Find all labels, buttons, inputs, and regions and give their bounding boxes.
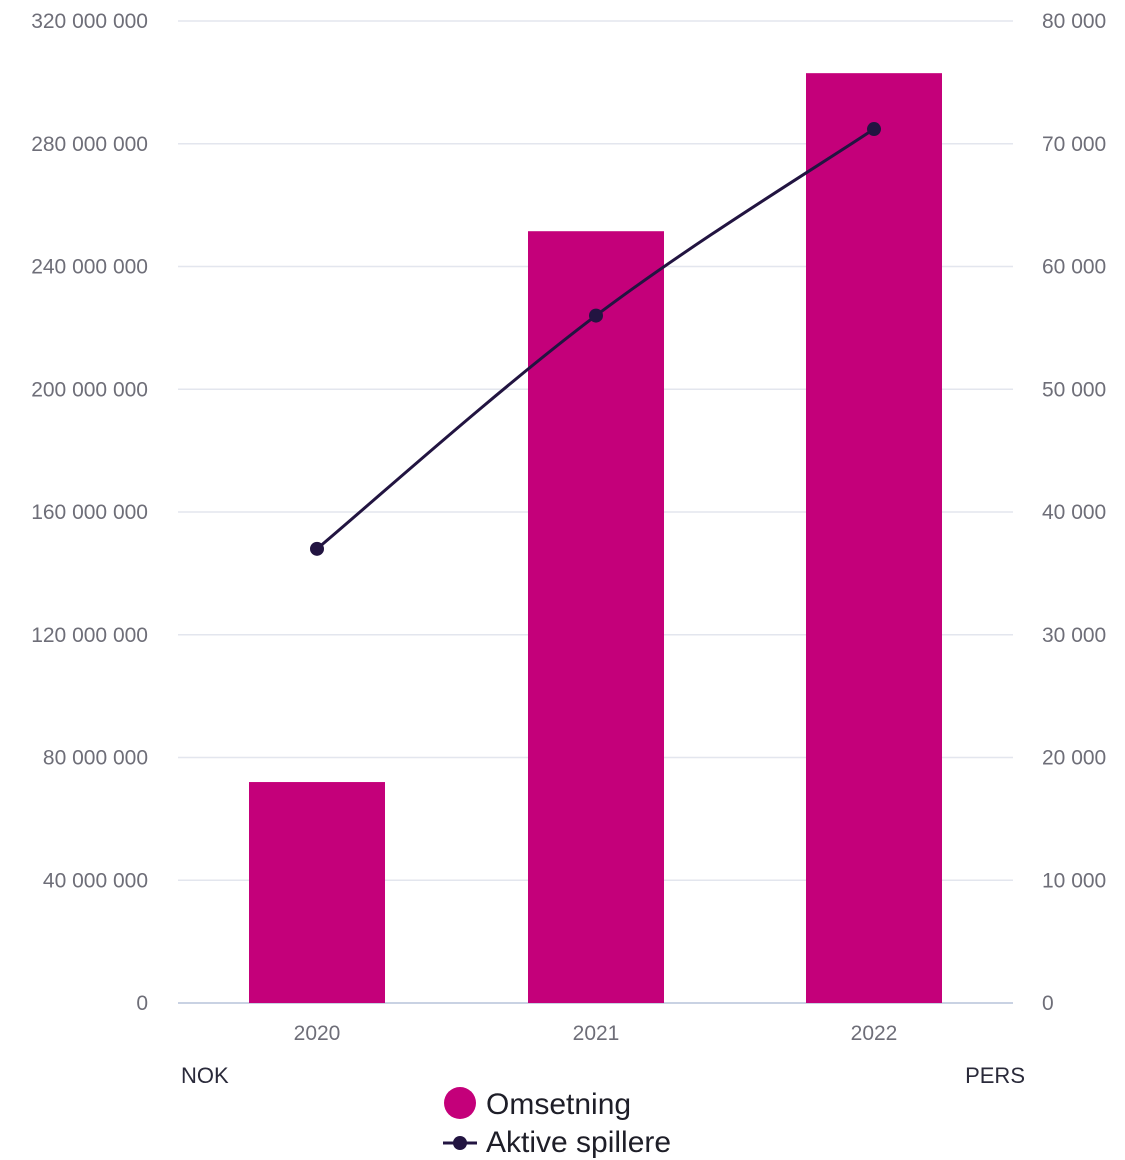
left-axis-tick-label: 160 000 000 [31,501,148,524]
bar-2021 [528,231,664,1004]
right-axis-tick-label: 80 000 [1042,10,1106,33]
x-axis-ticks: 2020 2021 2022 [294,1022,898,1045]
left-axis-tick-label: 200 000 000 [31,378,148,401]
legend-line-marker-icon [453,1136,467,1150]
left-axis-tick-label: 320 000 000 [31,10,148,33]
bar-2022 [806,73,942,1003]
legend-bar-label: Omsetning [486,1088,631,1121]
legend-bar-swatch-icon [444,1087,476,1119]
bar-series [249,73,942,1004]
right-axis-tick-label: 70 000 [1042,133,1106,156]
line-series [310,122,881,556]
right-axis-unit-label: PERS [965,1063,1025,1088]
line-point-2020 [310,541,324,556]
left-axis-tick-label: 280 000 000 [31,133,148,156]
right-axis-tick-label: 30 000 [1042,624,1106,647]
legend-item-line: Aktive spillere [443,1126,671,1159]
line-point-2021 [589,308,603,323]
right-axis-ticks: 0 10 000 20 000 30 000 40 000 50 000 60 000 70 … [1042,10,1106,1015]
right-axis-tick-label: 0 [1042,992,1054,1015]
legend: Omsetning Aktive spillere [443,1087,671,1159]
left-axis-tick-label: 240 000 000 [31,256,148,279]
right-axis-tick-label: 20 000 [1042,747,1106,770]
left-axis-tick-label: 0 [136,992,148,1015]
legend-item-bar: Omsetning [444,1087,631,1121]
left-axis-tick-label: 120 000 000 [31,624,148,647]
right-axis-tick-label: 60 000 [1042,256,1106,279]
right-axis-tick-label: 40 000 [1042,501,1106,524]
legend-line-label: Aktive spillere [486,1126,671,1159]
line-point-2022 [867,122,881,137]
bar-2020 [249,782,385,1003]
left-axis-tick-label: 40 000 000 [43,869,148,892]
x-axis-tick-label: 2021 [573,1022,620,1045]
left-axis-ticks: 0 40 000 000 80 000 000 120 000 000 160 000 … [31,10,148,1015]
right-axis-tick-label: 50 000 [1042,378,1106,401]
left-axis-unit-label: NOK [181,1063,229,1088]
left-axis-tick-label: 80 000 000 [43,747,148,770]
right-axis-tick-label: 10 000 [1042,869,1106,892]
x-axis-tick-label: 2022 [851,1022,898,1045]
x-axis-tick-label: 2020 [294,1022,341,1045]
